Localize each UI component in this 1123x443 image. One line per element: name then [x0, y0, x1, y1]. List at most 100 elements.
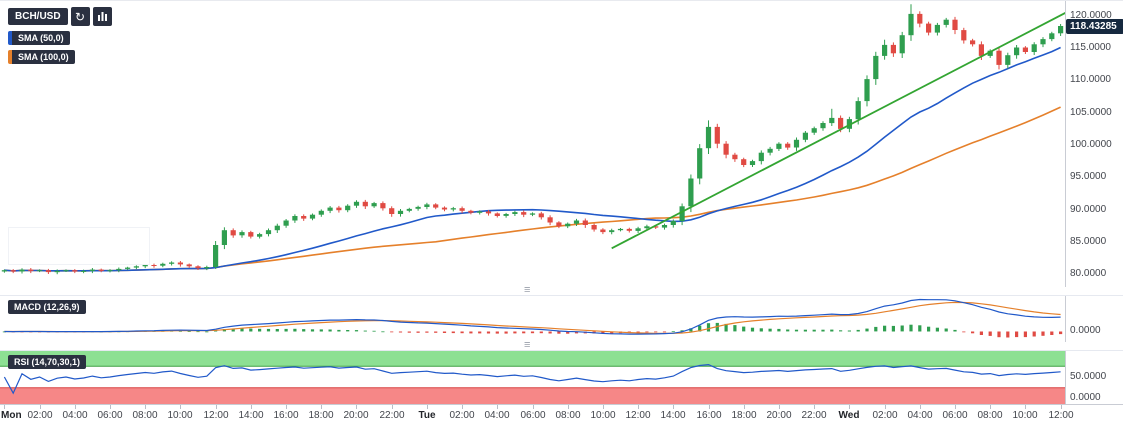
time-tick — [251, 405, 252, 409]
refresh-icon: ↻ — [75, 9, 86, 24]
time-label: 10:00 — [167, 410, 193, 421]
time-tick — [885, 405, 886, 409]
time-tick — [40, 405, 41, 409]
last-price-badge: 118.43285 — [1066, 19, 1123, 34]
time-tick — [4, 405, 5, 409]
time-tick — [75, 405, 76, 409]
sma50-legend[interactable]: SMA (50,0) — [8, 31, 70, 45]
time-tick — [779, 405, 780, 409]
price-tick-label: 0.0000 — [1070, 325, 1101, 336]
sma-50-line[interactable] — [4, 46, 1061, 272]
price-tick-label: 115.0000 — [1070, 42, 1111, 53]
time-tick — [638, 405, 639, 409]
macd-pane[interactable]: MACD (12,26,9) — [0, 295, 1065, 342]
time-tick — [849, 405, 850, 409]
time-tick — [955, 405, 956, 409]
price-pane[interactable]: BCH/USD ↻ SMA (50,0) SMA (100,0) — [0, 1, 1065, 287]
time-tick — [216, 405, 217, 409]
time-tick — [673, 405, 674, 409]
time-tick — [392, 405, 393, 409]
price-tick-label: 50.0000 — [1070, 371, 1107, 382]
time-label: 04:00 — [484, 410, 510, 421]
chart-legend: BCH/USD ↻ SMA (50,0) SMA (100,0) — [8, 7, 112, 64]
time-label: 02:00 — [872, 410, 898, 421]
time-label: 10:00 — [590, 410, 616, 421]
time-label: 20:00 — [766, 410, 792, 421]
time-label: Tue — [418, 410, 436, 421]
pane-separator-rsi[interactable]: ≡ — [0, 339, 1123, 351]
time-tick — [744, 405, 745, 409]
time-tick — [709, 405, 710, 409]
time-label: 14:00 — [660, 410, 686, 421]
time-tick — [603, 405, 604, 409]
candles[interactable] — [1, 4, 1064, 275]
time-label: Wed — [838, 410, 860, 421]
time-label: 16:00 — [696, 410, 722, 421]
rsi-chart[interactable] — [0, 350, 1065, 404]
price-axis[interactable]: 120.0000 115.0000 110.0000 105.0000 100.0000… — [1065, 1, 1123, 404]
trendline[interactable] — [611, 6, 1065, 250]
sma100-label: SMA (100,0) — [18, 52, 69, 62]
time-label: Mon — [1, 410, 22, 421]
macd-legend[interactable]: MACD (12,26,9) — [8, 300, 86, 314]
symbol-badge: BCH/USD — [8, 8, 68, 25]
time-tick — [814, 405, 815, 409]
rsi-label: RSI (14,70,30,1) — [14, 357, 81, 367]
macd-line — [4, 298, 1061, 335]
price-tick-label: 95.0000 — [1070, 171, 1107, 182]
time-tick — [356, 405, 357, 409]
time-tick — [497, 405, 498, 409]
refresh-button[interactable]: ↻ — [70, 7, 90, 26]
price-tick-label: 100.0000 — [1070, 139, 1112, 150]
time-label: 22:00 — [801, 410, 827, 421]
pane-separator-macd[interactable]: ≡ — [0, 284, 1123, 296]
time-label: 16:00 — [273, 410, 299, 421]
time-label: 04:00 — [907, 410, 933, 421]
symbol-toolbar: BCH/USD ↻ — [8, 7, 112, 26]
candlestick-chart[interactable] — [0, 1, 1065, 287]
sma-100-line[interactable] — [4, 106, 1061, 272]
time-label: 06:00 — [942, 410, 968, 421]
rsi-oversold-band — [0, 387, 1065, 404]
time-tick — [286, 405, 287, 409]
time-label: 08:00 — [132, 410, 158, 421]
bar-chart-icon — [97, 12, 107, 21]
time-tick — [462, 405, 463, 409]
time-label: 14:00 — [238, 410, 264, 421]
time-label: 06:00 — [97, 410, 123, 421]
snapshot-button[interactable] — [92, 7, 112, 26]
price-tick-label: 105.0000 — [1070, 107, 1112, 118]
price-tick-label: 90.0000 — [1070, 204, 1107, 215]
time-tick — [1025, 405, 1026, 409]
time-tick — [110, 405, 111, 409]
time-label: 10:00 — [1012, 410, 1038, 421]
price-tick-label: 120.0000 — [1070, 10, 1112, 21]
time-label: 22:00 — [379, 410, 405, 421]
sma100-legend[interactable]: SMA (100,0) — [8, 50, 75, 64]
time-tick — [427, 405, 428, 409]
time-axis[interactable]: Mon 02:00 04:00 06:00 08:00 10:00 12:00 14:00 16… — [0, 404, 1123, 443]
macd-histogram — [2, 322, 1063, 338]
price-tick-label: 80.0000 — [1070, 268, 1107, 279]
time-label: 12:00 — [203, 410, 229, 421]
macd-chart[interactable] — [0, 295, 1065, 342]
price-tick-label: 110.0000 — [1070, 74, 1111, 85]
time-label: 18:00 — [731, 410, 757, 421]
time-label: 02:00 — [27, 410, 53, 421]
time-tick — [145, 405, 146, 409]
macd-label: MACD (12,26,9) — [14, 302, 80, 312]
time-tick — [568, 405, 569, 409]
drag-handle-icon[interactable]: ≡ — [524, 339, 532, 351]
time-tick — [1061, 405, 1062, 409]
price-tick-label: 0.0000 — [1070, 392, 1101, 403]
sma50-label: SMA (50,0) — [18, 33, 64, 43]
time-label: 12:00 — [1048, 410, 1074, 421]
time-tick — [920, 405, 921, 409]
rsi-pane[interactable]: RSI (14,70,30,1) — [0, 350, 1065, 404]
time-tick — [180, 405, 181, 409]
rsi-legend[interactable]: RSI (14,70,30,1) — [8, 355, 87, 369]
blank-overlay-box — [8, 227, 150, 265]
drag-handle-icon[interactable]: ≡ — [524, 284, 532, 296]
time-label: 06:00 — [520, 410, 546, 421]
